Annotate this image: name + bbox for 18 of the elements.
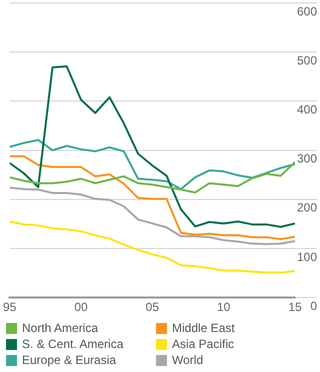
legend-label: S. & Cent. America [22,337,124,351]
y-tick-label: 500 [296,53,318,68]
x-tick-label: 10 [216,300,231,314]
legend-label: Europe & Eurasia [22,353,116,367]
y-tick-label: 400 [296,102,318,117]
y-tick-label: 100 [296,250,318,264]
x-tick-label: 15 [288,300,302,314]
legend-label: World [172,353,204,367]
x-tick-label: 05 [146,300,160,314]
y-tick-label: 600 [296,4,318,18]
x-tick-label: 00 [74,300,88,314]
x-tick-label: 95 [2,300,17,314]
legend-label: Middle East [172,321,235,335]
y-tick-label: 0 [310,298,318,313]
y-tick-label: 200 [296,200,318,215]
y-tick-label: 300 [296,152,318,166]
legend-label: North America [22,321,98,335]
legend-label: Asia Pacific [172,337,234,351]
